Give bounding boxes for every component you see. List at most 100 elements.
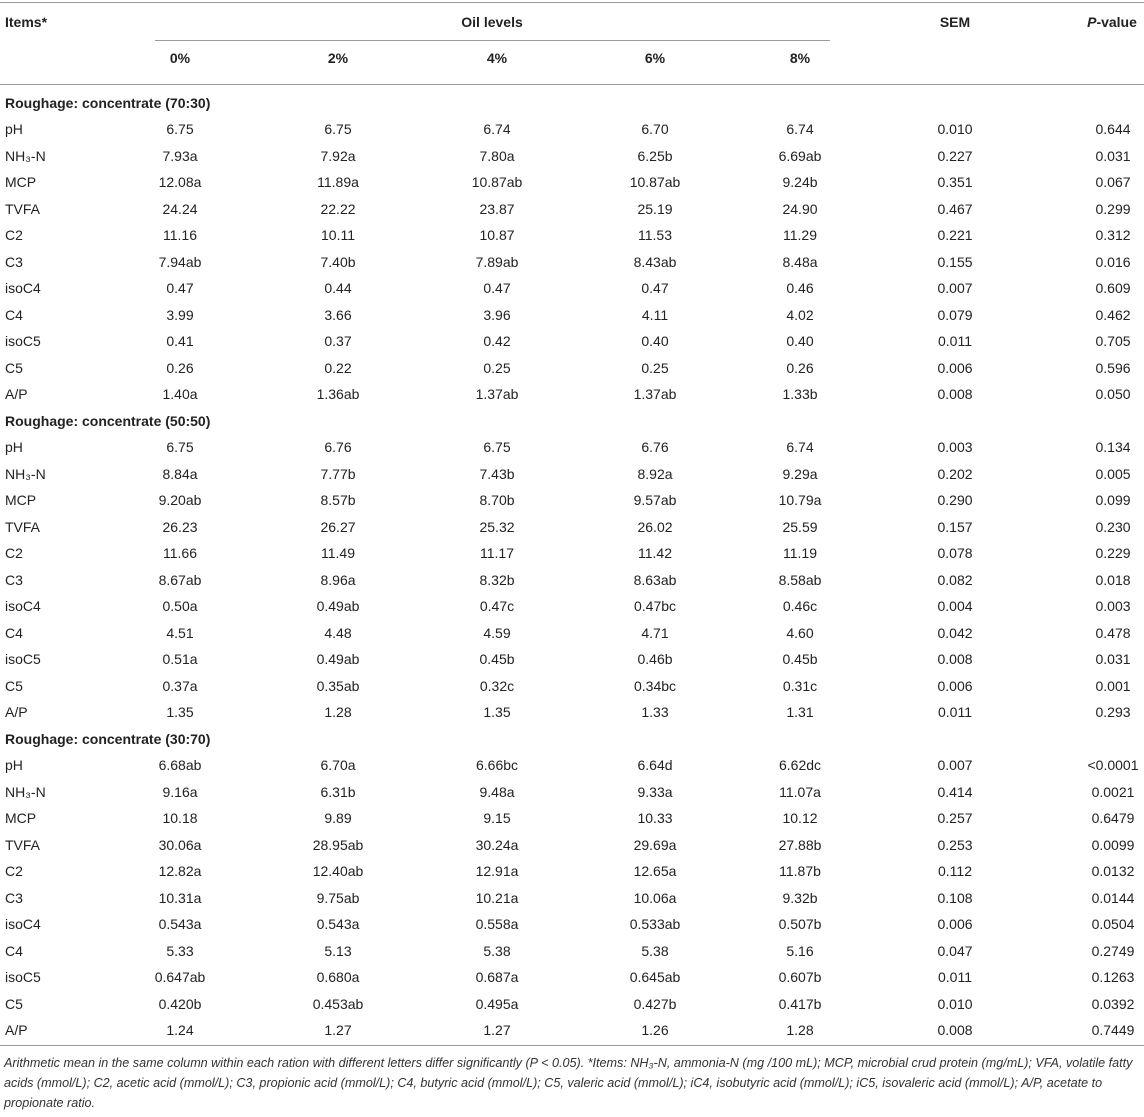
cell: 0.414 [937, 783, 973, 800]
cell: 0.44 [324, 280, 352, 297]
cell: 0.51a [162, 651, 198, 668]
row-label: isoC4 [5, 598, 41, 615]
cell: 0.31c [782, 677, 818, 694]
cell: 0.007 [937, 757, 973, 774]
row-label: A/P [5, 1022, 28, 1039]
cell: 9.89 [324, 810, 352, 827]
cell: 1.36ab [316, 386, 360, 403]
row-label: C4 [5, 942, 23, 959]
cell: 8.70b [479, 492, 515, 509]
cell: 7.80a [479, 147, 515, 164]
cell: 0.007 [937, 280, 973, 297]
cell: 5.38 [641, 942, 669, 959]
cell: 8.58ab [778, 571, 822, 588]
cell: 0.001 [1095, 677, 1131, 694]
cell: 6.74 [786, 439, 814, 456]
cell: 0.0144 [1091, 889, 1135, 906]
cell: 6.76 [324, 439, 352, 456]
level-header: 0% [169, 50, 191, 66]
cell: 1.28 [786, 1022, 814, 1039]
cell: 7.40b [320, 253, 356, 270]
cell: 30.24a [475, 836, 519, 853]
cell: 0.004 [937, 598, 973, 615]
cell: 0.609 [1095, 280, 1131, 297]
cell: 0.202 [937, 465, 973, 482]
cell: 6.75 [166, 121, 194, 138]
cell: 0.134 [1095, 439, 1131, 456]
level-header: 6% [644, 50, 666, 66]
cell: 10.18 [162, 810, 198, 827]
header-rule [0, 84, 1144, 85]
cell: 0.47bc [633, 598, 677, 615]
cell: 0.543a [158, 916, 202, 933]
cell: 0.37 [324, 333, 352, 350]
cell: 1.35 [483, 704, 511, 721]
cell: 6.31b [320, 783, 356, 800]
cell: 0.257 [937, 810, 973, 827]
cell: 0.47 [166, 280, 194, 297]
cell: 0.46c [782, 598, 818, 615]
cell: 10.11 [321, 227, 355, 244]
cell: 0.229 [1095, 545, 1131, 562]
cell: 8.63ab [633, 571, 677, 588]
row-label: pH [5, 121, 23, 138]
row-label: NH₃-N [5, 783, 46, 800]
cell: 6.74 [786, 121, 814, 138]
cell: 10.87ab [471, 174, 523, 191]
cell: 9.75ab [316, 889, 360, 906]
cell: 0.112 [938, 863, 972, 880]
cell: 6.69ab [778, 147, 822, 164]
p-italic: P [1087, 14, 1097, 30]
cell: 6.70 [641, 121, 669, 138]
cell: 27.88b [778, 836, 822, 853]
cell: 23.87 [479, 200, 515, 217]
cell: 0.079 [937, 306, 973, 323]
cell: 0.099 [1095, 492, 1131, 509]
cell: 0.607b [778, 969, 822, 986]
cell: 11.17 [480, 545, 514, 562]
cell: 5.38 [483, 942, 511, 959]
cell: 11.66 [163, 545, 197, 562]
cell: 25.19 [637, 200, 673, 217]
cell: 28.95ab [312, 836, 364, 853]
row-label: A/P [5, 704, 28, 721]
cell: 10.06a [633, 889, 677, 906]
cell: 6.64d [637, 757, 673, 774]
cell: 12.91a [475, 863, 519, 880]
cell: 11.53 [638, 227, 672, 244]
row-label: TVFA [5, 200, 41, 217]
cell: 1.40a [162, 386, 198, 403]
row-label: C3 [5, 571, 23, 588]
cell: 1.35 [166, 704, 194, 721]
cell: 25.32 [479, 518, 515, 535]
cell: 7.94ab [158, 253, 202, 270]
cell: 0.006 [937, 677, 973, 694]
cell: 0.45b [479, 651, 515, 668]
cell: 0.420b [158, 995, 202, 1012]
row-label: A/P [5, 386, 28, 403]
cell: 11.19 [783, 545, 817, 562]
cell: 10.33 [637, 810, 673, 827]
cell: 0.018 [1095, 571, 1131, 588]
cell: 10.87 [479, 227, 515, 244]
cell: 6.76 [641, 439, 669, 456]
cell: 0.299 [1095, 200, 1131, 217]
cell: 0.40 [641, 333, 669, 350]
cell: 0.533ab [629, 916, 681, 933]
cell: 0.705 [1095, 333, 1131, 350]
cell: 22.22 [320, 200, 356, 217]
cell: 0.40 [786, 333, 814, 350]
cell: 29.69a [633, 836, 677, 853]
cell: 1.37ab [475, 386, 519, 403]
cell: 0.003 [937, 439, 973, 456]
cell: 0.0132 [1091, 863, 1135, 880]
sem-header: SEM [939, 14, 971, 30]
cell: 0.41 [166, 333, 194, 350]
cell: 1.28 [324, 704, 352, 721]
row-label: isoC4 [5, 280, 41, 297]
row-label: C2 [5, 227, 23, 244]
row-label: pH [5, 439, 23, 456]
cell: 0.230 [1095, 518, 1131, 535]
cell: 6.75 [324, 121, 352, 138]
